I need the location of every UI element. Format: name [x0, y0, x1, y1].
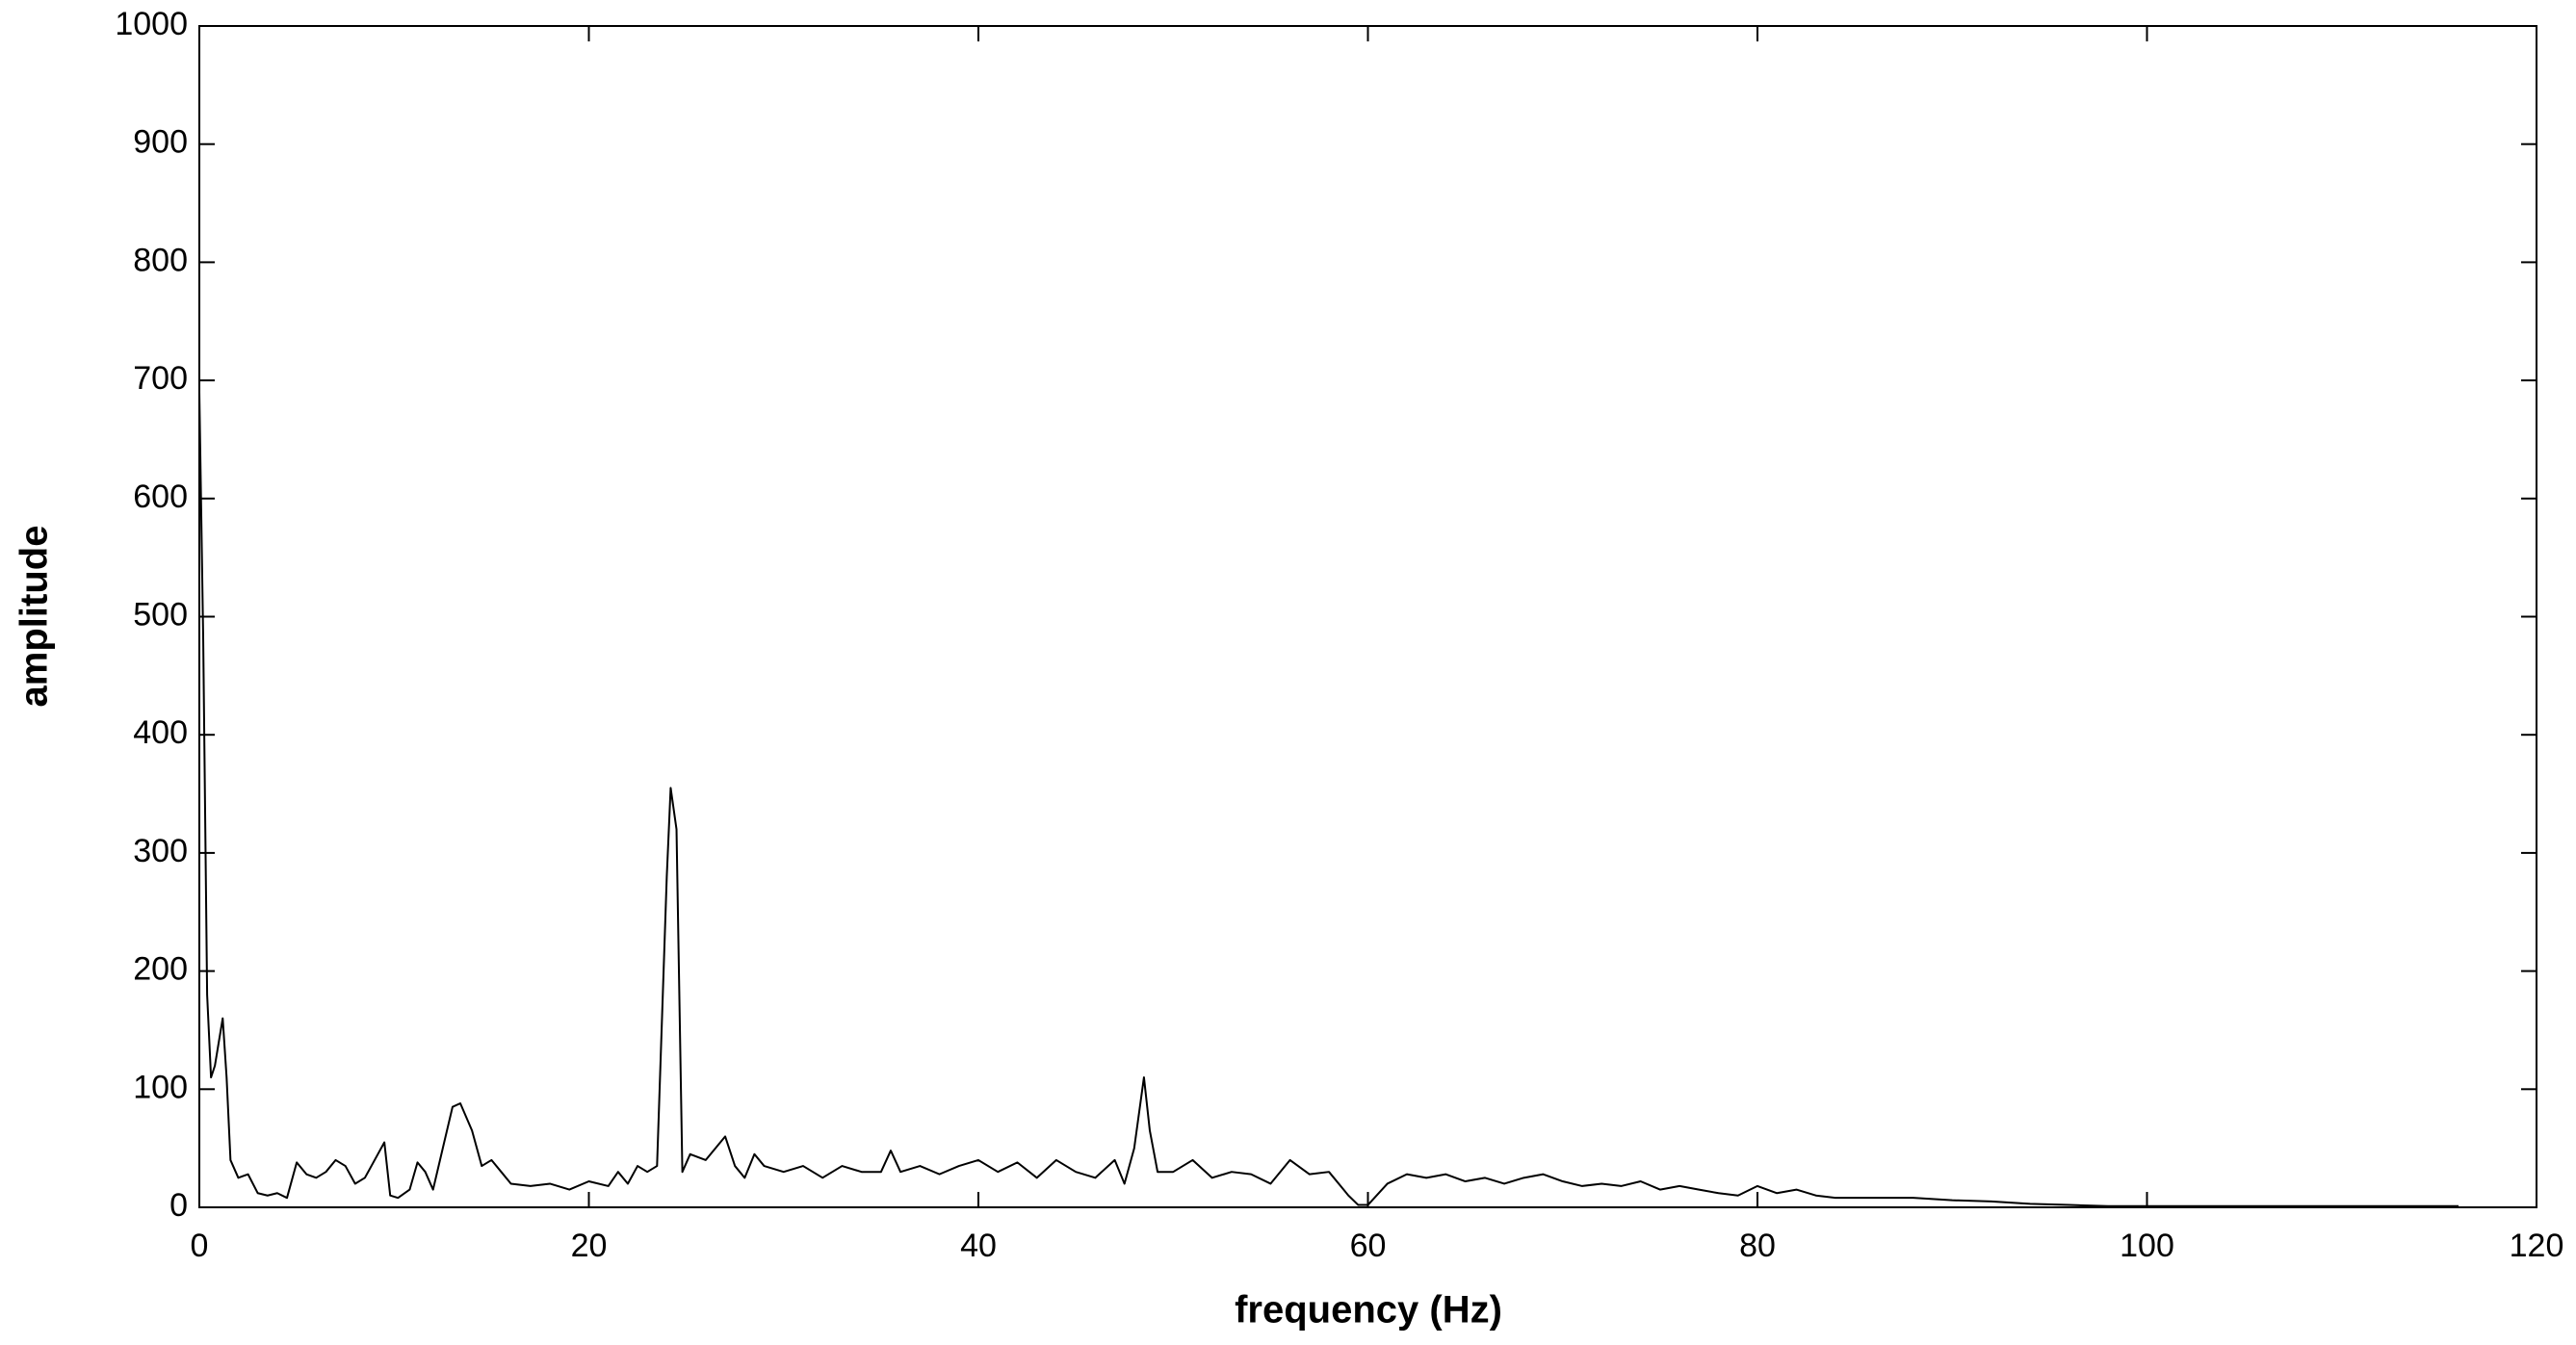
spectrum-line	[198, 392, 2459, 1207]
y-tick-label: 800	[133, 242, 188, 278]
y-tick-label: 1000	[115, 6, 188, 42]
x-tick-label: 40	[960, 1228, 997, 1264]
x-tick-label: 120	[2510, 1228, 2564, 1264]
y-tick-label: 100	[133, 1069, 188, 1105]
y-tick-label: 300	[133, 833, 188, 869]
x-tick-label: 60	[1350, 1228, 1387, 1264]
y-tick-label: 900	[133, 124, 188, 161]
x-tick-label: 20	[571, 1228, 608, 1264]
y-tick-label: 700	[133, 360, 188, 397]
x-axis-label: frequency (Hz)	[1235, 1289, 1502, 1332]
y-tick-label: 500	[133, 596, 188, 633]
x-tick-label: 0	[191, 1228, 209, 1264]
plot-frame	[198, 25, 2537, 1208]
y-tick-label: 400	[133, 714, 188, 751]
x-tick-label: 100	[2120, 1228, 2174, 1264]
x-tick-label: 80	[1739, 1228, 1776, 1264]
y-tick-label: 0	[169, 1187, 188, 1224]
y-tick-label: 200	[133, 951, 188, 988]
y-tick-label: 600	[133, 479, 188, 515]
y-axis-label: amplitude	[13, 526, 56, 708]
